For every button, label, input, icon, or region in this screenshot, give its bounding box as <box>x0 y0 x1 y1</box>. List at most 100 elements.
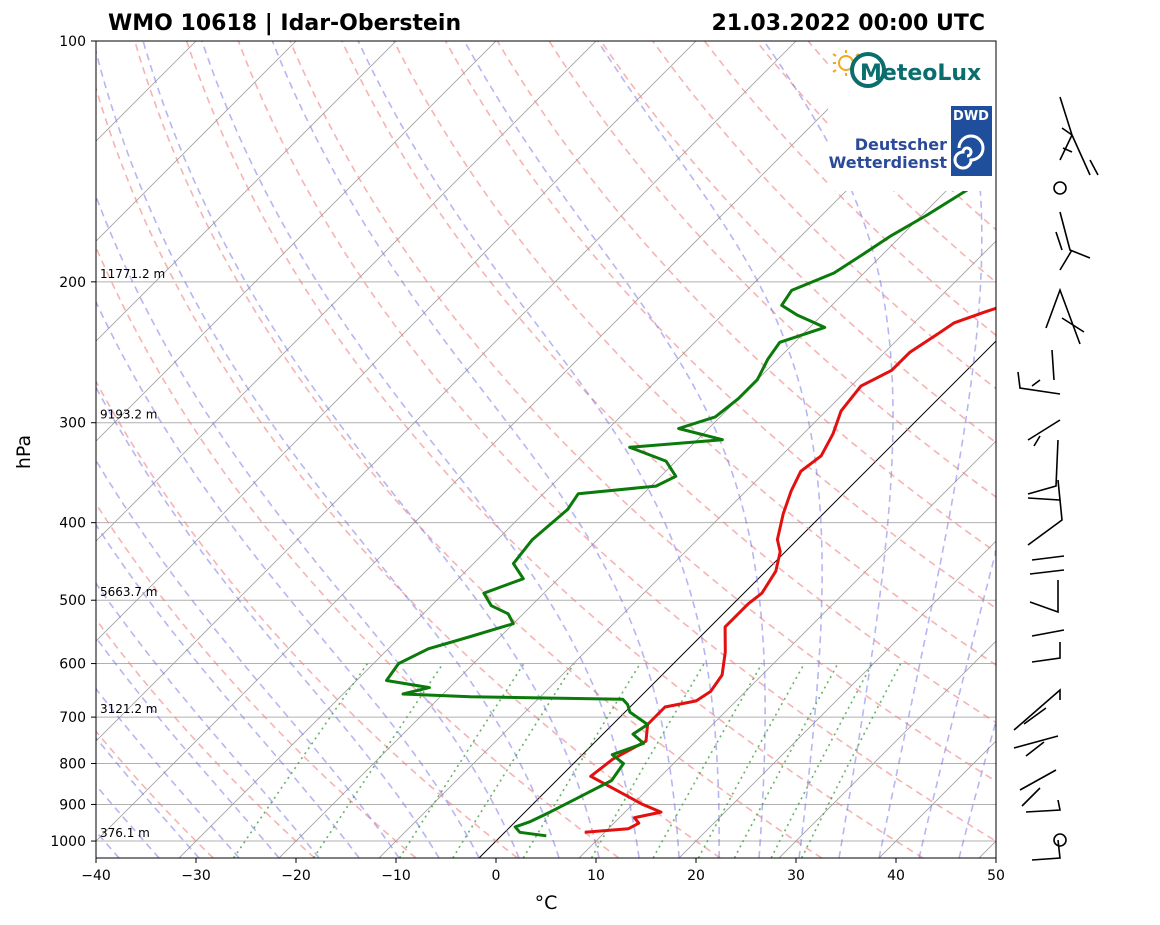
isotherm-line <box>378 240 996 858</box>
wind-barb <box>1013 688 1061 731</box>
y-tick-label: 300 <box>59 416 86 432</box>
mixing-ratio-line <box>452 663 575 858</box>
meteolux-logo-text: MeteoLux <box>860 61 981 86</box>
isotherm-line <box>778 640 996 858</box>
x-tick-label: 30 <box>787 868 805 884</box>
x-tick-label: −10 <box>381 868 411 884</box>
moist-adiabat <box>96 300 480 858</box>
moist-adiabat <box>96 582 320 858</box>
mixing-ratio-line <box>697 663 805 858</box>
wind-barb <box>1017 371 1061 395</box>
dewpoint-line <box>385 170 996 838</box>
dwd-badge-text: DWD <box>953 109 989 124</box>
moist-adiabat <box>201 41 640 858</box>
moist-adiabat <box>96 194 520 858</box>
mixing-ratio-line <box>522 663 641 858</box>
moist-adiabat <box>96 48 560 858</box>
background-lines <box>0 41 1160 858</box>
wind-barb <box>1055 211 1091 271</box>
y-axis: 100 200 300 400 500 600 700 800 900 1000 <box>50 34 96 850</box>
height-label: 376.1 m <box>100 826 150 840</box>
dwd-logo: DWD Deutscher Wetterdienst <box>829 106 992 176</box>
plot-frame <box>95 40 997 859</box>
dwd-spiral-icon <box>953 134 985 170</box>
dry-adiabat <box>96 85 721 858</box>
y-tick-label: 1000 <box>50 834 86 850</box>
chart-title-time: 21.03.2022 00:00 UTC <box>711 11 985 36</box>
y-tick-label: 500 <box>59 593 86 609</box>
chart-title-station: WMO 10618 | Idar-Oberstein <box>108 11 461 36</box>
meteolux-logo: MeteoLux <box>832 50 981 88</box>
moist-adiabat <box>357 41 720 858</box>
moist-adiabat <box>96 458 400 858</box>
isotherm-line <box>978 840 996 858</box>
moist-adiabat <box>96 783 160 858</box>
dry-adiabat <box>96 379 518 858</box>
dry-adiabat <box>1015 41 1160 858</box>
dry-adiabat <box>134 41 823 858</box>
y-tick-label: 800 <box>59 757 86 773</box>
x-tick-label: 20 <box>687 868 705 884</box>
dwd-line2: Wetterdienst <box>829 153 948 172</box>
sun-rays-icon <box>832 50 860 76</box>
y-tick-label: 200 <box>59 275 86 291</box>
dry-adiabat <box>444 41 996 610</box>
y-tick-label: 600 <box>59 657 86 673</box>
moist-adiabat <box>878 41 983 858</box>
dry-adiabat <box>96 502 417 858</box>
dry-adiabat <box>289 41 996 783</box>
isotherm-line <box>578 440 996 858</box>
isotherm-line <box>96 41 497 442</box>
dry-adiabat <box>96 245 620 858</box>
x-axis-label: °C <box>535 892 558 914</box>
mixing-ratio-line <box>733 663 839 858</box>
dry-adiabat <box>600 41 996 444</box>
dry-adiabat <box>237 41 996 842</box>
moist-adiabat <box>142 41 600 858</box>
wind-barb <box>1027 439 1061 501</box>
isotherm-line <box>96 41 897 842</box>
y-tick-label: 100 <box>59 34 86 50</box>
isotherm-line <box>96 41 397 342</box>
x-tick-label: −40 <box>81 868 111 884</box>
moist-adiabat <box>0 41 79 858</box>
x-tick-label: 50 <box>987 868 1005 884</box>
wind-barbs <box>1013 96 1099 861</box>
wind-barb <box>1029 580 1065 663</box>
logos: MeteoLux DWD Deutscher Wetterdienst <box>828 41 996 191</box>
height-label: 5663.7 m <box>100 585 158 599</box>
height-label: 11771.2 m <box>100 267 165 281</box>
x-tick-label: 0 <box>492 868 501 884</box>
moist-adiabat <box>96 636 280 858</box>
x-tick-label: 40 <box>887 868 905 884</box>
moist-adiabat <box>463 41 766 858</box>
series-layer <box>385 170 996 838</box>
wind-barb <box>1045 287 1085 381</box>
y-tick-label: 400 <box>59 516 86 532</box>
calm-wind-icon <box>1053 181 1067 195</box>
wind-barb <box>1027 419 1061 447</box>
y-tick-label: 700 <box>59 710 86 726</box>
height-label: 3121.2 m <box>100 702 158 716</box>
wind-barb <box>1059 96 1073 136</box>
isotherm-line <box>678 540 996 858</box>
wind-barb <box>1027 499 1065 575</box>
wind-barb <box>1013 735 1059 757</box>
mixing-ratio-line <box>312 663 444 858</box>
calm-wind-icon <box>1053 833 1067 847</box>
moist-adiabat <box>597 41 823 858</box>
x-axis: −40 −30 −20 −10 0 10 20 30 40 50 <box>81 858 1005 884</box>
wind-barb <box>1059 134 1099 176</box>
temperature-line <box>584 306 996 834</box>
moist-adiabat <box>271 41 680 858</box>
wind-barb <box>1025 799 1061 861</box>
dwd-line1: Deutscher <box>855 135 947 154</box>
mixing-ratio-line <box>590 663 705 858</box>
x-tick-label: −20 <box>281 868 311 884</box>
dry-adiabat <box>185 41 924 858</box>
meteolux-ring-icon <box>850 52 886 88</box>
x-tick-label: 10 <box>587 868 605 884</box>
dry-adiabat <box>341 41 996 724</box>
moist-adiabat <box>96 687 240 858</box>
